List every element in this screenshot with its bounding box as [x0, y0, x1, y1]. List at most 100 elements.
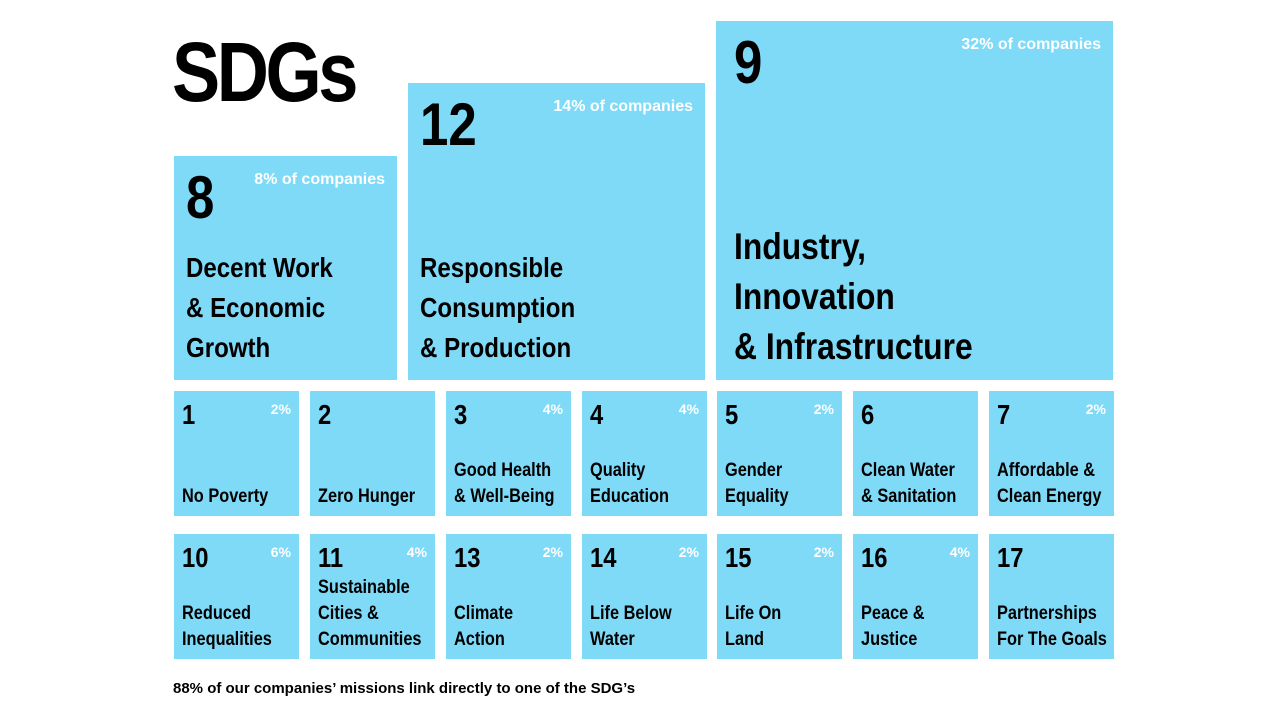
- goal-percent: 4%: [949, 544, 970, 560]
- goal-name-line: Communities: [318, 629, 422, 650]
- sdg-tile-16: 16 4% Peace & Justice: [853, 534, 978, 659]
- goal-name-line: Good Health: [454, 460, 552, 481]
- goal-name-line: & Infrastructure: [734, 326, 973, 367]
- goal-percent: 32% of companies: [961, 36, 1101, 53]
- goal-name-line: Education: [590, 486, 669, 507]
- sdg-tile-3: 3 4% Good Health & Well-Being: [446, 391, 571, 516]
- page-title: SDGs: [172, 25, 358, 119]
- goal-name-line: & Production: [420, 332, 572, 363]
- goal-name: Gender Equality: [725, 458, 789, 510]
- goal-percent: 2%: [542, 544, 563, 560]
- goal-name: Responsible Consumption & Production: [420, 248, 575, 368]
- goal-percent: 4%: [678, 401, 699, 417]
- goal-name-line: Clean Energy: [997, 486, 1102, 507]
- sdg-tile-7: 7 2% Affordable & Clean Energy: [989, 391, 1114, 516]
- goal-number: 13: [454, 542, 481, 573]
- goal-percent: 8% of companies: [254, 171, 385, 188]
- footnote: 88% of our companies’ missions link dire…: [173, 680, 636, 697]
- goal-name-line: Gender: [725, 460, 783, 481]
- goal-name-line: Responsible: [420, 252, 564, 283]
- goal-number: 9: [734, 29, 763, 96]
- goal-name-line: Cities &: [318, 603, 379, 624]
- goal-number: 10: [182, 542, 209, 573]
- goal-name: Good Health & Well-Being: [454, 458, 554, 510]
- sdg-tile-5: 5 2% Gender Equality: [717, 391, 842, 516]
- goal-name: Decent Work & Economic Growth: [186, 248, 333, 368]
- goal-name-line: Sustainable: [318, 577, 410, 598]
- goal-number: 2: [318, 399, 332, 430]
- goal-percent: 2%: [1085, 401, 1106, 417]
- goal-name: Life On Land: [725, 601, 781, 653]
- goal-name-line: & Economic: [186, 292, 326, 323]
- goal-number: 17: [997, 542, 1024, 573]
- sdg-tile-9: 9 32% of companies Industry, Innovation & …: [716, 21, 1113, 380]
- goal-name-line: Water: [590, 629, 635, 650]
- goal-name-line: Reduced: [182, 603, 252, 624]
- goal-name: Clean Water & Sanitation: [861, 458, 956, 510]
- goal-percent: 4%: [542, 401, 563, 417]
- goal-name-line: No Poverty: [182, 486, 269, 507]
- sdg-tile-11: 11 4% Sustainable Cities & Communities: [310, 534, 435, 659]
- goal-name: Partnerships For The Goals: [997, 601, 1107, 653]
- goal-name-line: & Sanitation: [861, 486, 957, 507]
- sdg-tile-6: 6 Clean Water & Sanitation: [853, 391, 978, 516]
- goal-name-line: Action: [454, 629, 505, 650]
- goal-number: 6: [861, 399, 875, 430]
- goal-number: 7: [997, 399, 1011, 430]
- goal-name-line: Consumption: [420, 292, 576, 323]
- goal-name-line: Inequalities: [182, 629, 272, 650]
- goal-number: 4: [590, 399, 604, 430]
- goal-name-line: Zero Hunger: [318, 486, 416, 507]
- goal-name: Climate Action: [454, 601, 513, 653]
- goal-name: Life Below Water: [590, 601, 672, 653]
- goal-number: 11: [318, 542, 344, 573]
- sdg-tile-8: 8 8% of companies Decent Work & Economic G…: [174, 156, 397, 380]
- goal-name-line: Peace &: [861, 603, 925, 624]
- goal-number: 15: [725, 542, 752, 573]
- goal-number: 14: [590, 542, 617, 573]
- goal-name: Quality Education: [590, 458, 669, 510]
- goal-percent: 14% of companies: [553, 98, 693, 115]
- sdg-tile-1: 1 2% No Poverty: [174, 391, 299, 516]
- sdg-tile-15: 15 2% Life On Land: [717, 534, 842, 659]
- goal-percent: 4%: [406, 544, 427, 560]
- sdg-tile-2: 2 Zero Hunger: [310, 391, 435, 516]
- goal-name-line: Land: [725, 629, 765, 650]
- goal-name-line: Clean Water: [861, 460, 955, 481]
- goal-name: Affordable & Clean Energy: [997, 458, 1101, 510]
- goal-number: 12: [420, 91, 477, 158]
- goal-name-line: Climate: [454, 603, 514, 624]
- sdg-tile-17: 17 Partnerships For The Goals: [989, 534, 1114, 659]
- goal-name-line: Innovation: [734, 276, 895, 317]
- goal-name: Peace & Justice: [861, 601, 925, 653]
- sdg-tile-12: 12 14% of companies Responsible Consumpti…: [408, 83, 705, 380]
- goal-name: Sustainable Cities & Communities: [318, 575, 422, 653]
- sdg-tile-14: 14 2% Life Below Water: [582, 534, 707, 659]
- goal-name-line: Equality: [725, 486, 789, 507]
- goal-name-line: Industry,: [734, 226, 867, 267]
- goal-name-line: Life Below: [590, 603, 672, 624]
- goal-name: No Poverty: [182, 484, 268, 510]
- goal-name: Industry, Innovation & Infrastructure: [734, 222, 973, 372]
- goal-number: 3: [454, 399, 468, 430]
- goal-number: 1: [182, 399, 196, 430]
- goal-percent: 2%: [813, 544, 834, 560]
- sdg-tile-4: 4 4% Quality Education: [582, 391, 707, 516]
- goal-percent: 2%: [813, 401, 834, 417]
- goal-name-line: Decent Work: [186, 252, 333, 283]
- goal-name-line: Justice: [861, 629, 918, 650]
- goal-name: Reduced Inequalities: [182, 601, 272, 653]
- sdg-tile-10: 10 6% Reduced Inequalities: [174, 534, 299, 659]
- goal-name-line: Affordable &: [997, 460, 1096, 481]
- goal-percent: 2%: [678, 544, 699, 560]
- goal-percent: 6%: [270, 544, 291, 560]
- goal-number: 16: [861, 542, 888, 573]
- goal-name-line: & Well-Being: [454, 486, 555, 507]
- goal-name: Zero Hunger: [318, 484, 415, 510]
- goal-name-line: Partnerships: [997, 603, 1097, 624]
- goal-name-line: Quality: [590, 460, 646, 481]
- sdg-tile-13: 13 2% Climate Action: [446, 534, 571, 659]
- goal-number: 8: [186, 164, 215, 231]
- goal-percent: 2%: [270, 401, 291, 417]
- goal-number: 5: [725, 399, 739, 430]
